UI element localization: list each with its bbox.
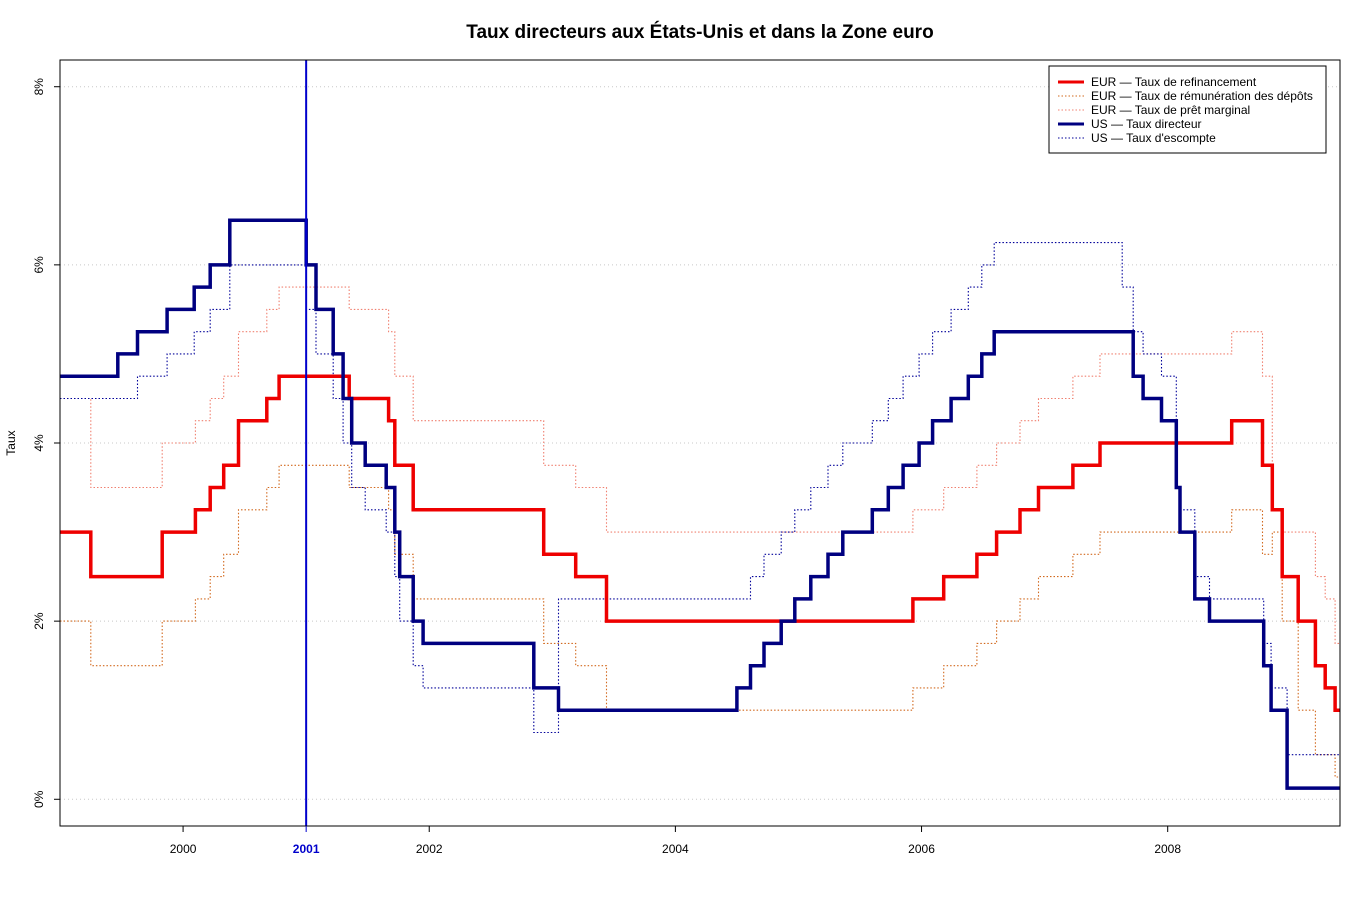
legend-label-0: EUR — Taux de refinancement (1091, 75, 1257, 89)
legend-label-4: US — Taux d'escompte (1091, 131, 1216, 145)
x-axis: 2000 2002 2004 2006 2008 2001 (170, 826, 1181, 856)
legend-label-1: EUR — Taux de rémunération des dépôts (1091, 89, 1313, 103)
x-tick-label-4: 2008 (1154, 842, 1181, 856)
y-tick-label-3: 6% (32, 256, 46, 274)
series-line-3 (60, 218, 1340, 790)
chart-title: Taux directeurs aux États-Unis et dans l… (466, 21, 933, 43)
x-tick-label-highlight: 2001 (293, 842, 320, 856)
x-tick-label-0: 2000 (170, 842, 197, 856)
y-axis: 0% 2% 4% 6% 8% (32, 78, 60, 808)
y-tick-label-2: 4% (32, 434, 46, 452)
x-tick-label-3: 2006 (908, 842, 935, 856)
series-line-1 (60, 464, 1340, 778)
series-lines (60, 218, 1340, 790)
y-tick-label-1: 2% (32, 612, 46, 630)
y-tick-label-0: 0% (32, 790, 46, 808)
x-tick-label-1: 2002 (416, 842, 443, 856)
x-tick-label-2: 2004 (662, 842, 689, 856)
legend-label-3: US — Taux directeur (1091, 117, 1202, 131)
legend-box (1048, 65, 1327, 154)
series-line-0 (60, 374, 1340, 712)
legend-label-2: EUR — Taux de prêt marginal (1091, 103, 1250, 117)
y-tick-label-4: 8% (32, 78, 46, 96)
y-axis-label: Taux (4, 430, 18, 455)
